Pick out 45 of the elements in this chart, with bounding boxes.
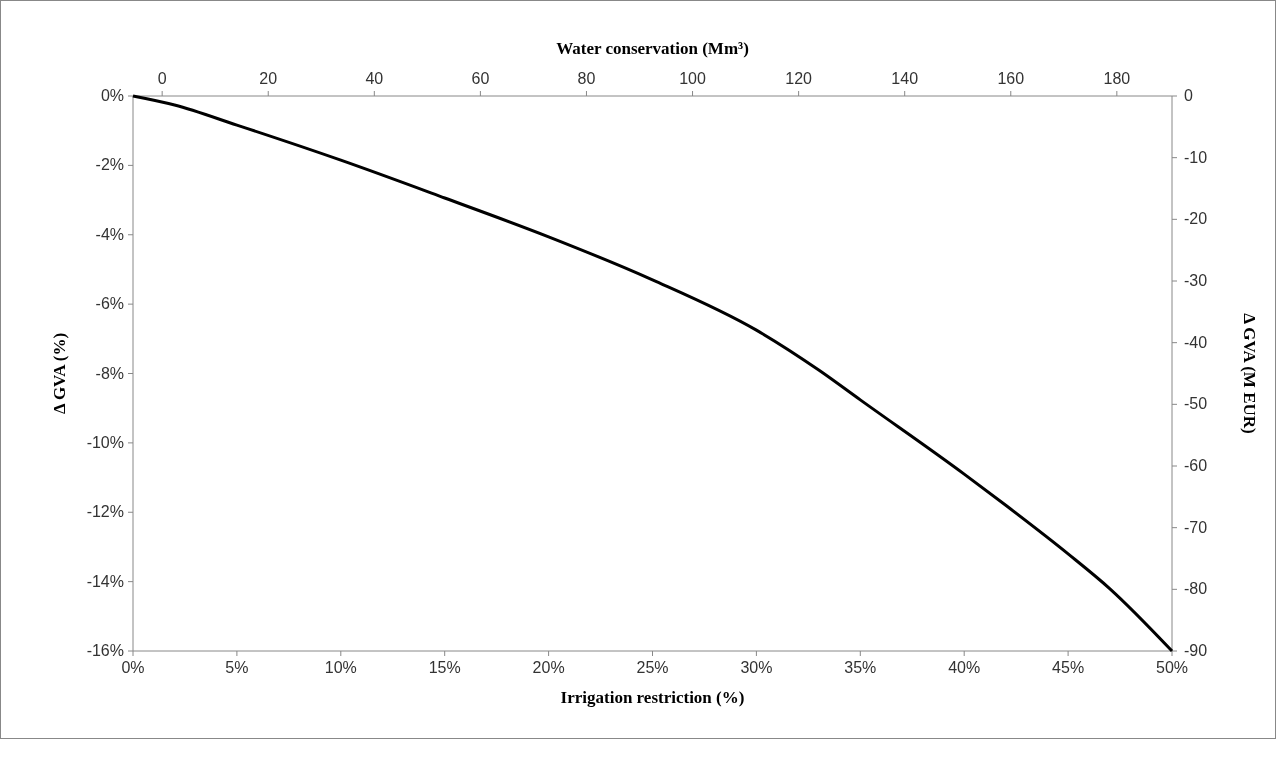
x2-tick-label: 0 (157, 70, 167, 87)
y2-tick-label: -80 (1184, 580, 1208, 598)
x-tick-label: 25% (636, 659, 669, 676)
line-series (131, 94, 1174, 653)
y-tick-label: -8% (95, 364, 124, 382)
x2-tick-label: 100 (679, 70, 706, 87)
x-tick-label: 40% (948, 659, 981, 676)
x2-tick-label: 60 (471, 70, 490, 87)
y2-tick-label: -10 (1184, 148, 1208, 166)
x-tick-label: 10% (324, 659, 357, 676)
y2-tick-label: -40 (1184, 333, 1208, 351)
x2-axis-title: Water conservation (Mm³) (556, 39, 749, 58)
y2-tick-label: -60 (1184, 457, 1208, 474)
y-tick-label: -2% (95, 156, 124, 174)
y-tick-label: -10% (86, 433, 124, 451)
y2-axis-title: Δ GVA (M EUR) (1240, 313, 1259, 434)
y2-tick-label: 0 (1184, 87, 1193, 104)
y-tick-label: -12% (86, 503, 124, 521)
y-tick-label: 0% (100, 87, 124, 104)
y2-tick-label: -50 (1184, 395, 1208, 413)
x-tick-label: 15% (428, 659, 461, 676)
x2-tick-label: 140 (891, 70, 919, 87)
x2-tick-label: 20 (259, 70, 278, 87)
x-tick-label: 50% (1155, 659, 1189, 676)
x-tick-label: 30% (740, 659, 773, 676)
y-tick-label: -14% (86, 572, 124, 590)
y2-tick-label: -70 (1184, 518, 1208, 536)
y2-tick-label: -30 (1184, 272, 1208, 289)
x-tick-label: 35% (844, 659, 877, 676)
x2-tick-label: 160 (997, 70, 1025, 87)
y2-tick-label: -90 (1184, 642, 1208, 659)
x2-tick-label: 120 (785, 70, 813, 87)
x2-tick-label: 180 (1103, 70, 1131, 87)
x-axis-title: Irrigation restriction (%) (560, 688, 745, 707)
x-tick-label: 45% (1052, 659, 1085, 676)
x2-tick-label: 40 (365, 70, 384, 87)
x-tick-label: 5% (225, 659, 249, 676)
x-tick-label: 20% (532, 659, 565, 676)
x-tick-label: 0% (121, 659, 145, 676)
y-axis-title: Δ GVA (%) (50, 332, 69, 415)
y-tick-label: -6% (95, 295, 124, 313)
y-tick-label: -4% (95, 225, 124, 243)
x2-tick-label: 80 (577, 70, 596, 87)
y-tick-label: -16% (86, 642, 124, 659)
y2-tick-label: -20 (1184, 210, 1208, 228)
